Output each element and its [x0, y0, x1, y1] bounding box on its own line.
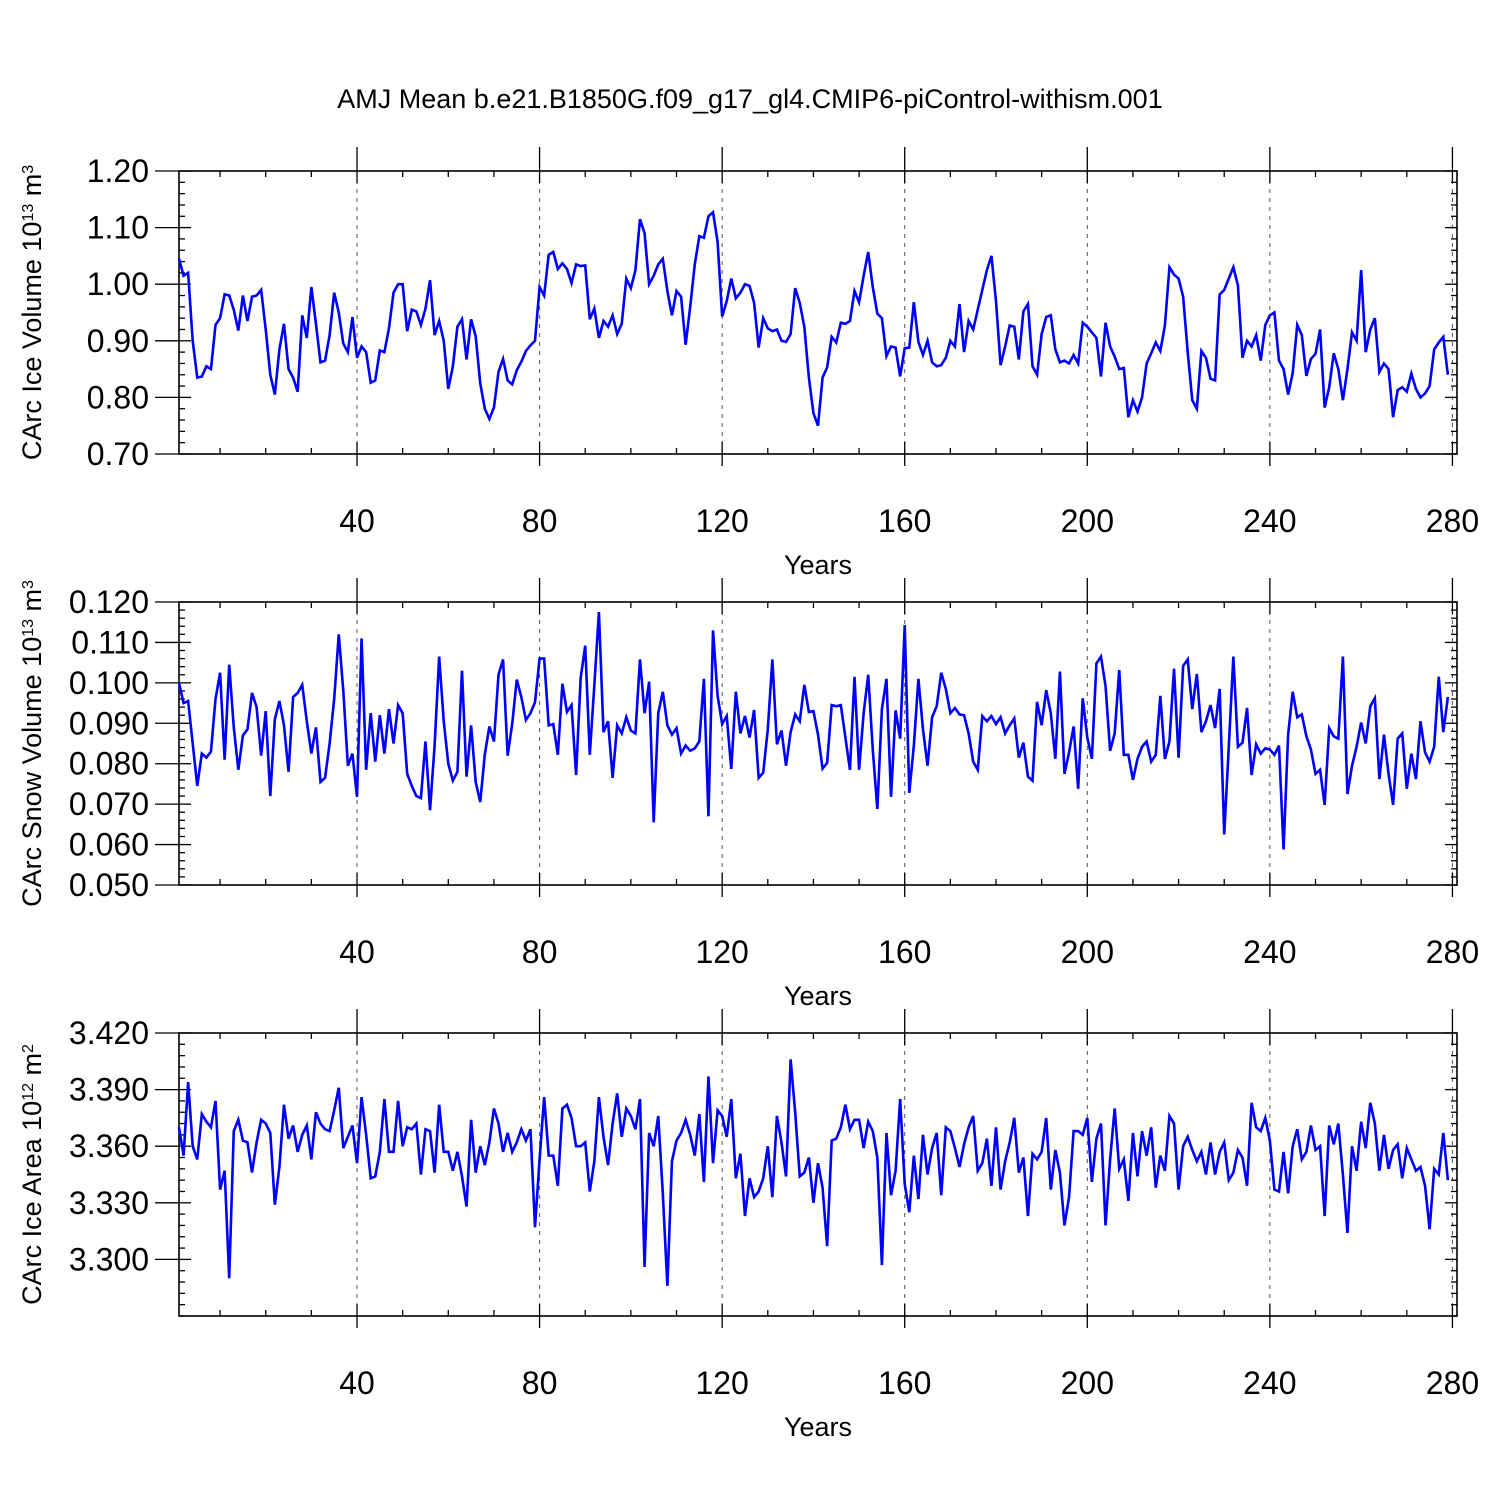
ice-volume-xtick-label: 240 [1243, 503, 1296, 539]
snow-volume-xtick-label: 120 [695, 934, 748, 970]
ice-area-xtick-label: 280 [1426, 1365, 1479, 1401]
ice-area-frame [178, 1032, 1458, 1317]
ice-volume-frame [178, 170, 1458, 455]
snow-volume-ytick-label: 0.070 [69, 786, 149, 822]
ice-area-series-line [177, 1059, 1450, 1286]
ice-volume-xtick-label: 80 [522, 503, 558, 539]
ice-volume-xaxis-label: Years [784, 550, 852, 580]
ice-volume-xtick-label: 200 [1061, 503, 1114, 539]
snow-volume-yaxis-label: CArc Snow Volume 1013 m3 [17, 580, 47, 907]
ice-area-yaxis-label: CArc Ice Area 1012 m2 [17, 1044, 47, 1305]
snow-volume-frame [178, 601, 1458, 886]
snow-volume-ytick-label: 0.090 [69, 705, 149, 741]
ice-volume-panel: 40 80 120 160 200 240 280 0.70 0.80 0.90 1.00 1.10 1… [17, 147, 1479, 580]
ice-volume-xtick-label: 280 [1426, 503, 1479, 539]
snow-volume-ytick-label: 0.060 [69, 827, 149, 863]
ice-volume-ytick-label: 1.20 [87, 153, 149, 189]
ice-area-xaxis-label: Years [784, 1412, 852, 1442]
ice-area-panel: 40 80 120 160 200 240 280 3.300 3.330 3.360 3.390 3… [17, 1009, 1479, 1442]
ice-area-ytick-label: 3.390 [69, 1072, 149, 1108]
snow-volume-xtick-label: 240 [1243, 934, 1296, 970]
ice-area-xtick-label: 200 [1061, 1365, 1114, 1401]
ice-area-ytick-label: 3.330 [69, 1185, 149, 1221]
ice-area-xtick-label: 120 [695, 1365, 748, 1401]
ice-volume-ytick-label: 0.70 [87, 436, 149, 472]
snow-volume-ytick-label: 0.050 [69, 867, 149, 903]
snow-volume-xtick-label: 280 [1426, 934, 1479, 970]
ice-volume-xtick-label: 120 [695, 503, 748, 539]
figure-title: AMJ Mean b.e21.B1850G.f09_g17_gl4.CMIP6-… [337, 84, 1162, 114]
ice-volume-ytick-label: 0.90 [87, 323, 149, 359]
snow-volume-ytick-label: 0.110 [71, 624, 149, 660]
panels-group: 40 80 120 160 200 240 280 0.70 0.80 0.90 1.00 1.10 1… [17, 147, 1479, 1442]
ice-area-ytick-label: 3.420 [69, 1015, 149, 1051]
snow-volume-ytick-label: 0.100 [69, 665, 149, 701]
ice-volume-xtick-label: 40 [339, 503, 375, 539]
snow-volume-xaxis-label: Years [784, 981, 852, 1011]
snow-volume-panel: 40 80 120 160 200 240 280 0.050 0.060 0.070 0.080 0… [17, 578, 1479, 1011]
ice-volume-yaxis-label: CArc Ice Volume 1013 m3 [17, 165, 47, 460]
snow-volume-ytick-label: 0.080 [69, 746, 149, 782]
snow-volume-xtick-label: 200 [1061, 934, 1114, 970]
ice-volume-xtick-label: 160 [878, 503, 931, 539]
ice-area-ytick-label: 3.300 [69, 1241, 149, 1277]
snow-volume-xtick-label: 80 [522, 934, 558, 970]
ice-area-xtick-label: 240 [1243, 1365, 1296, 1401]
snow-volume-series-line [177, 612, 1450, 850]
snow-volume-ytick-label: 0.120 [69, 584, 149, 620]
ice-area-xtick-label: 40 [339, 1365, 375, 1401]
ice-area-ytick-label: 3.360 [69, 1128, 149, 1164]
ice-volume-series-line [177, 209, 1450, 427]
snow-volume-xtick-label: 160 [878, 934, 931, 970]
ice-volume-ytick-label: 1.10 [87, 210, 149, 246]
ice-area-xtick-label: 80 [522, 1365, 558, 1401]
snow-volume-xtick-label: 40 [339, 934, 375, 970]
ice-volume-ytick-label: 1.00 [87, 266, 149, 302]
ice-volume-ytick-label: 0.80 [87, 379, 149, 415]
ice-area-xtick-label: 160 [878, 1365, 931, 1401]
